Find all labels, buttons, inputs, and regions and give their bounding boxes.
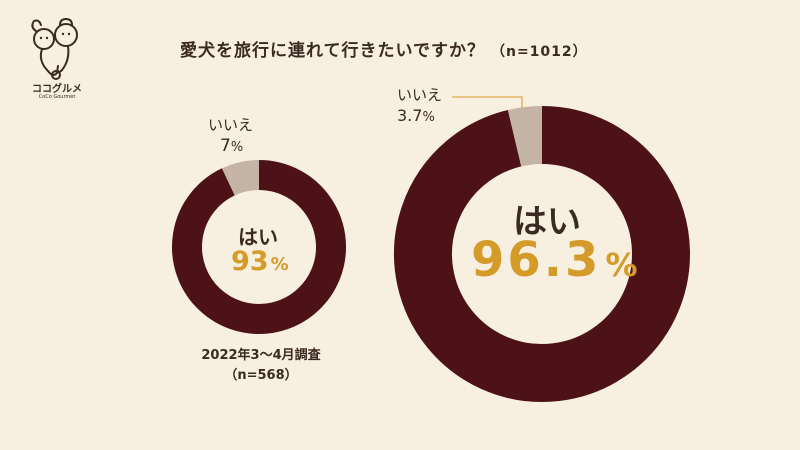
- donut-chart-current: [394, 106, 690, 402]
- chart-title: 愛犬を旅行に連れて行きたいですか？ （n=1012）: [180, 36, 588, 61]
- brand-sub: CoCo Gourmet: [38, 94, 76, 100]
- survey-note: 2022年3〜4月調査 （n=568）: [186, 346, 336, 386]
- small-no-slice: [221, 160, 260, 196]
- donut-chart-2022: [172, 160, 346, 334]
- small-yes-value: 93%: [231, 246, 289, 277]
- large-yes-number: 96.3: [471, 232, 602, 288]
- large-yes-value: 96.3%: [471, 232, 641, 288]
- coco-gourmet-logo: [31, 17, 78, 80]
- large-yes-slice: [394, 106, 690, 402]
- small-yes-number: 93: [231, 246, 269, 277]
- small-yes-label: はい: [238, 225, 278, 249]
- title-text: 愛犬を旅行に連れて行きたいですか？: [180, 41, 485, 61]
- survey-sample: （n=568）: [224, 368, 298, 383]
- small-no-label: いいえ: [208, 116, 254, 134]
- small-no-number: 7: [220, 136, 231, 156]
- large-no-value: 3.7%: [397, 106, 435, 125]
- title-sample-size: （n=1012）: [490, 44, 588, 60]
- survey-period: 2022年3〜4月調査: [201, 348, 321, 363]
- large-no-number: 3.7: [397, 106, 423, 125]
- large-yes-label: はい: [513, 202, 581, 242]
- large-no-label: いいえ: [397, 86, 443, 104]
- no-leader-line: [452, 96, 523, 108]
- small-no-value: 7%: [220, 136, 244, 156]
- large-no-slice: [507, 106, 543, 167]
- small-yes-slice: [172, 160, 346, 334]
- brand-name: ココグルメ: [32, 84, 82, 95]
